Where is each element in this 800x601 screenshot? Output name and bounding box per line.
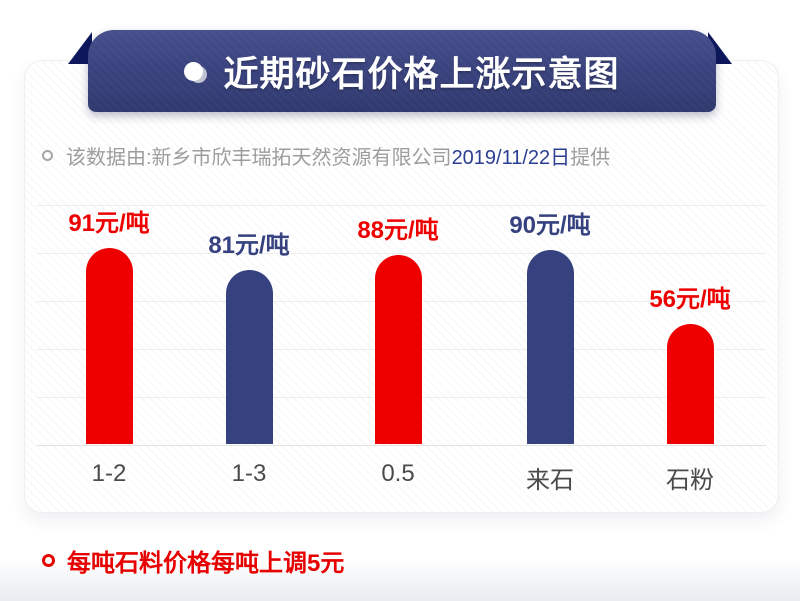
data-source-note: 该数据由:新乡市欣丰瑞拓天然资源有限公司2019/11/22日提供 — [42, 141, 610, 170]
bar-石粉 — [666, 324, 714, 444]
footer-note: 每吨石料价格每吨上调5元 — [42, 543, 344, 578]
source-date: 2019/11/22日 — [451, 146, 571, 169]
bar-value-label: 91元/吨 — [68, 210, 150, 237]
circle-bullet-red-icon — [42, 554, 55, 567]
category-label: 1-3 — [231, 460, 267, 487]
source-suffix: 提供 — [570, 146, 611, 169]
bar-来石 — [526, 250, 574, 444]
bar-value-label: 81元/吨 — [208, 232, 290, 259]
source-prefix: 该数据由:新乡市欣丰瑞拓天然资源有限公司 — [66, 146, 452, 169]
title-banner: 近期砂石价格上涨示意图 — [88, 30, 716, 112]
category-label: 1-2 — [91, 460, 127, 487]
circle-bullet-icon — [42, 149, 53, 161]
bar-value-label: 56元/吨 — [649, 286, 731, 313]
bar-0.5 — [374, 255, 422, 444]
category-label: 石粉 — [666, 467, 714, 494]
category-label: 0.5 — [381, 460, 415, 487]
bar-1-3 — [225, 270, 273, 444]
source-note-text: 该数据由:新乡市欣丰瑞拓天然资源有限公司2019/11/22日提供 — [66, 141, 610, 170]
footer-note-text: 每吨石料价格每吨上调5元 — [67, 550, 345, 577]
category-label: 来石 — [526, 467, 574, 494]
baseline — [37, 445, 766, 446]
bar-value-label: 88元/吨 — [357, 217, 439, 244]
gridline — [37, 205, 766, 206]
bar-1-2 — [85, 248, 133, 444]
gridline — [37, 253, 766, 254]
bar-value-label: 90元/吨 — [509, 212, 591, 239]
